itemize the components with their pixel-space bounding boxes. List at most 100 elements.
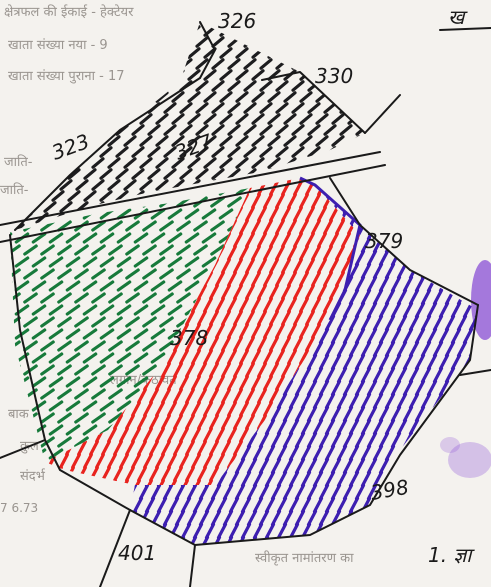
hatch-dash bbox=[116, 376, 132, 388]
hatch-dash bbox=[281, 362, 291, 378]
hatch-dash bbox=[161, 362, 171, 378]
hatch-dash bbox=[258, 457, 270, 475]
hatch-dash bbox=[275, 80, 289, 92]
hatch-dash bbox=[195, 124, 209, 136]
hatch-dash bbox=[366, 301, 378, 319]
hatch-dash bbox=[119, 453, 129, 469]
hatch-dash bbox=[74, 340, 89, 352]
hatch-dash bbox=[317, 310, 327, 326]
hatch-dash bbox=[330, 483, 342, 501]
hatch-dash bbox=[276, 418, 288, 436]
hatch-dash bbox=[139, 135, 153, 147]
hatch-dash bbox=[159, 220, 174, 232]
hatch-dash bbox=[187, 113, 201, 125]
header-underline bbox=[439, 27, 491, 31]
hatch-dash bbox=[48, 352, 64, 364]
hatch-dash bbox=[82, 232, 98, 244]
hatch-dash bbox=[300, 392, 312, 410]
hatch-dash bbox=[57, 388, 72, 400]
hatch-dash bbox=[218, 208, 234, 220]
hatch-dash bbox=[197, 466, 207, 482]
hatch-dash bbox=[240, 522, 252, 540]
hatch-dash bbox=[185, 388, 195, 404]
hatch-dash bbox=[99, 280, 115, 292]
hatch-dash bbox=[150, 280, 166, 292]
hatch-dash bbox=[323, 102, 337, 114]
hatch-dash bbox=[366, 431, 378, 449]
hatch-dash bbox=[171, 91, 185, 103]
hatch-dash bbox=[179, 323, 189, 339]
hatch-dash bbox=[203, 47, 217, 59]
hatch-dash bbox=[245, 284, 255, 300]
hatch-dash bbox=[108, 316, 123, 328]
hatch-dash bbox=[23, 340, 38, 352]
hatch-dash bbox=[267, 113, 281, 125]
hatch-dash bbox=[191, 297, 201, 313]
plot-379-label: 379 bbox=[365, 229, 403, 253]
hatch-dash bbox=[257, 284, 267, 300]
hatch-dash bbox=[23, 364, 38, 376]
hatch-dash bbox=[14, 280, 30, 292]
hatch-dash bbox=[173, 466, 183, 482]
hatch-dash bbox=[40, 244, 55, 256]
hatch-dash bbox=[192, 522, 204, 540]
hatch-dash bbox=[330, 457, 342, 475]
hatch-dash bbox=[245, 388, 255, 404]
hatch-dash bbox=[40, 340, 55, 352]
hatch-dash bbox=[360, 340, 372, 358]
hatch-dash bbox=[235, 157, 249, 169]
hatch-dash bbox=[48, 448, 64, 460]
hatch-dash bbox=[270, 509, 282, 527]
hatch-dash bbox=[450, 301, 462, 319]
hatch-dash bbox=[246, 457, 258, 475]
hatch-dash bbox=[354, 405, 366, 423]
hatch-dash bbox=[228, 470, 240, 488]
hatch-dash bbox=[426, 327, 438, 345]
hatch-dash bbox=[184, 256, 200, 268]
hatch-dash bbox=[203, 401, 213, 417]
hatch-dash bbox=[91, 412, 106, 424]
hatch-dash bbox=[438, 301, 450, 319]
hatch-dash bbox=[294, 483, 306, 501]
hatch-dash bbox=[82, 400, 98, 412]
hatch-dash bbox=[179, 427, 189, 443]
hatch-dash bbox=[282, 457, 294, 475]
hatch-dash bbox=[57, 220, 72, 232]
hatch-dash bbox=[133, 304, 149, 316]
hatch-dash bbox=[444, 340, 456, 358]
hatch-dash bbox=[239, 297, 249, 313]
hatch-dash bbox=[123, 157, 137, 169]
hatch-dash bbox=[348, 392, 360, 410]
hatch-dash bbox=[299, 113, 313, 125]
hatch-dash bbox=[139, 157, 153, 169]
hatch-dash bbox=[252, 444, 264, 462]
hatch-dash bbox=[131, 168, 145, 180]
hatch-dash bbox=[167, 232, 183, 244]
hatch-dash bbox=[204, 496, 216, 514]
hatch-dash bbox=[270, 405, 282, 423]
hatch-dash bbox=[57, 316, 72, 328]
hatch-dash bbox=[179, 453, 189, 469]
hatch-dash bbox=[257, 414, 267, 430]
hatch-dash bbox=[233, 284, 243, 300]
hatch-dash bbox=[171, 113, 185, 125]
hatch-dash bbox=[156, 496, 168, 514]
plot-330-label: 330 bbox=[315, 64, 353, 88]
hatch-dash bbox=[299, 323, 309, 339]
hatch-dash bbox=[125, 414, 135, 430]
hatch-dash bbox=[203, 297, 213, 313]
hatch-dash bbox=[305, 336, 315, 352]
hatch-dash bbox=[300, 444, 312, 462]
hatch-dash bbox=[324, 392, 336, 410]
hatch-dash bbox=[354, 275, 366, 293]
hatch-dash bbox=[204, 522, 216, 540]
hatch-dash bbox=[360, 314, 372, 332]
hatch-dash bbox=[354, 431, 366, 449]
hatch-dash bbox=[360, 236, 372, 254]
jati-text: जाति- bbox=[4, 154, 33, 170]
hatch-dash bbox=[293, 310, 303, 326]
hatch-dash bbox=[187, 91, 201, 103]
hatch-dash bbox=[48, 304, 64, 316]
hatch-dash bbox=[282, 431, 294, 449]
hatch-dash bbox=[324, 470, 336, 488]
